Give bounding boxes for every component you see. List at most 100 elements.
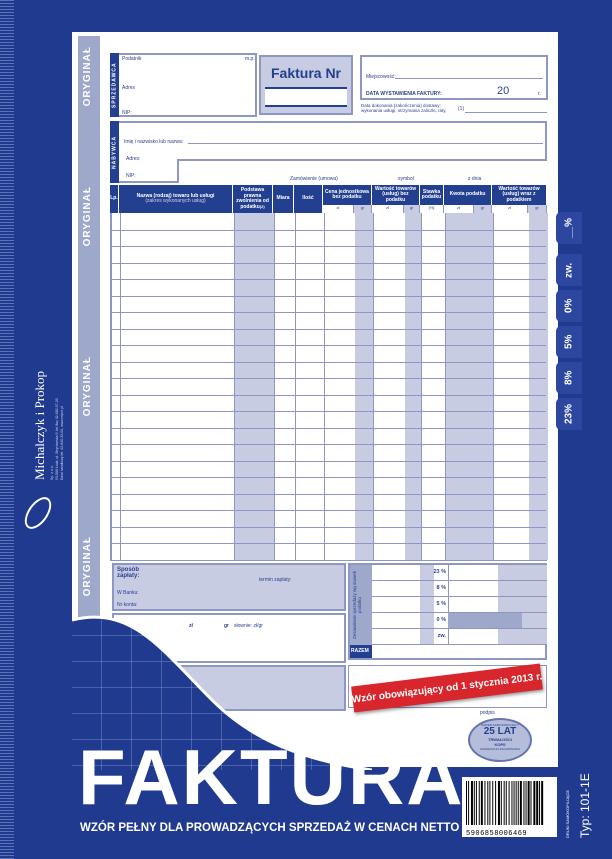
product-type: Typ: 101-1E: [578, 773, 592, 838]
table-row[interactable]: [111, 345, 546, 346]
column-header-text: Wartość towarów (usług) bez podatku: [374, 185, 417, 203]
table-row[interactable]: [111, 526, 546, 528]
table-row[interactable]: [111, 229, 546, 231]
barcode-bar: [536, 781, 539, 825]
table-row[interactable]: [111, 295, 546, 297]
table-row[interactable]: [111, 559, 546, 561]
table-row[interactable]: [111, 246, 546, 247]
column-header-text: Miara: [276, 195, 290, 202]
barcode-bar: [527, 781, 530, 825]
column-divider: [445, 213, 446, 560]
column-header: Cena jednostkowa bez podatku: [323, 185, 372, 205]
table-row[interactable]: [111, 427, 546, 429]
barcode-bar: [513, 781, 515, 825]
vat-rate-tab[interactable]: 8%: [556, 362, 582, 394]
barcode-bar: [517, 781, 519, 825]
table-row[interactable]: [111, 444, 546, 445]
barcode-bar: [533, 781, 536, 825]
stamp-top: PAPIER SAMOKOPIUJĄCY: [481, 723, 519, 727]
logo-mark-icon: [19, 492, 57, 534]
buyer-signature-area: [348, 665, 547, 708]
barcode-bar: [487, 781, 489, 825]
vat-rate-tab[interactable]: zw.: [556, 254, 582, 286]
vat-rate-tab[interactable]: 5%: [556, 326, 582, 358]
side-label: ORYGINAŁ: [82, 356, 93, 417]
barcode-bar: [466, 781, 467, 825]
seller-nip-label: NIP:: [122, 110, 132, 116]
barcode-bar: [484, 781, 486, 825]
vat-rate-tab[interactable]: __%: [556, 212, 582, 244]
side-label: ORYGINAŁ: [82, 536, 93, 597]
column-header-text: Lp.: [110, 195, 118, 202]
zl-subheader: zł: [444, 205, 474, 213]
gr-column: [475, 213, 493, 560]
stamp-bottom: GWARANCJA ZACHOWANIA: [480, 747, 520, 751]
vat-rate-row: 8 %: [372, 581, 547, 597]
zl-subheader: zł: [492, 205, 528, 213]
table-row[interactable]: [111, 460, 546, 462]
table-row[interactable]: [111, 493, 546, 495]
barcode: 5906858006469: [462, 777, 557, 838]
invoice-title: Faktura Nr: [270, 65, 342, 81]
table-row[interactable]: [111, 477, 546, 478]
column-header-text: Ilość: [302, 195, 314, 202]
barcode-bar: [511, 781, 513, 825]
vat-rate-tab[interactable]: 0%: [556, 290, 582, 322]
table-row[interactable]: [111, 543, 546, 544]
column-header: Nazwa (rodzaj) towaru lub usługi (zakres …: [119, 185, 233, 213]
invoice-number-field[interactable]: [265, 87, 347, 107]
original-strip: ORYGINAŁ ORYGINAŁ ORYGINAŁ ORYGINAŁ: [78, 36, 100, 636]
table-row[interactable]: [111, 328, 546, 330]
side-label: ORYGINAŁ: [82, 46, 93, 107]
barcode-bar: [519, 781, 522, 825]
table-row[interactable]: [111, 510, 546, 511]
gr-column: [405, 213, 421, 560]
table-row[interactable]: [111, 394, 546, 396]
product-title: FAKTURA: [78, 733, 465, 821]
column-divider: [324, 213, 325, 560]
barcode-bar: [525, 781, 527, 825]
invoice-number-box[interactable]: Faktura Nr: [259, 55, 353, 115]
gr-subheader: gr: [404, 205, 420, 213]
column-divider: [120, 213, 121, 560]
delivery-date-label: Data dokonania (zakończenia) dostawy; wy…: [361, 103, 447, 113]
table-row[interactable]: [111, 361, 546, 363]
decorative-wave: [72, 615, 372, 770]
table-row[interactable]: [111, 279, 546, 280]
barcode-bar: [508, 781, 510, 825]
signature-label: podpis: [480, 710, 495, 716]
gr-column: [529, 213, 548, 560]
barcode-bar: [470, 781, 473, 825]
barcode-bar: [475, 781, 477, 825]
column-divider: [493, 213, 494, 560]
column-header-text: Wartość towarów (usług) wraz z podatkiem: [498, 185, 540, 203]
vat-rate-tab[interactable]: 23%: [556, 398, 582, 430]
seller-address-label: Adres: [122, 85, 136, 91]
table-row[interactable]: [111, 312, 546, 313]
barcode-bar: [478, 781, 480, 825]
buyer-box-lower: [110, 159, 179, 183]
account-label: Nr konta:: [117, 602, 138, 608]
table-row[interactable]: [111, 378, 546, 379]
table-row[interactable]: [111, 411, 546, 412]
words-label: słownie: zł/gr: [234, 623, 263, 629]
column-header: Miara: [273, 185, 294, 213]
order-date-label: z dnia: [468, 176, 482, 182]
barcode-bar: [530, 781, 532, 825]
name-column-subtitle: (zakres wykonanych usług): [145, 198, 206, 204]
column-header: Ilość: [294, 185, 323, 213]
brand-address-line: Dział handlowy tel. 42-640-33-00, www.mi…: [60, 406, 64, 480]
barcode-bar: [473, 781, 475, 825]
barcode-bar: [505, 781, 507, 825]
column-header-text: Nazwa (rodzaj) towaru lub usługi: [136, 192, 215, 199]
payment-due-label: termin zapłaty:: [259, 577, 292, 583]
shaded-column: [234, 213, 274, 560]
buyer-label: NABYWCA: [110, 121, 119, 183]
column-divider: [373, 213, 374, 560]
date-box: [360, 55, 548, 100]
stamp-main: 25 LAT: [483, 726, 517, 737]
column-divider: [111, 213, 112, 560]
table-row[interactable]: [111, 262, 546, 264]
payment-method-label: Sposób zapłaty:: [117, 567, 140, 579]
items-table-body: [110, 213, 548, 561]
